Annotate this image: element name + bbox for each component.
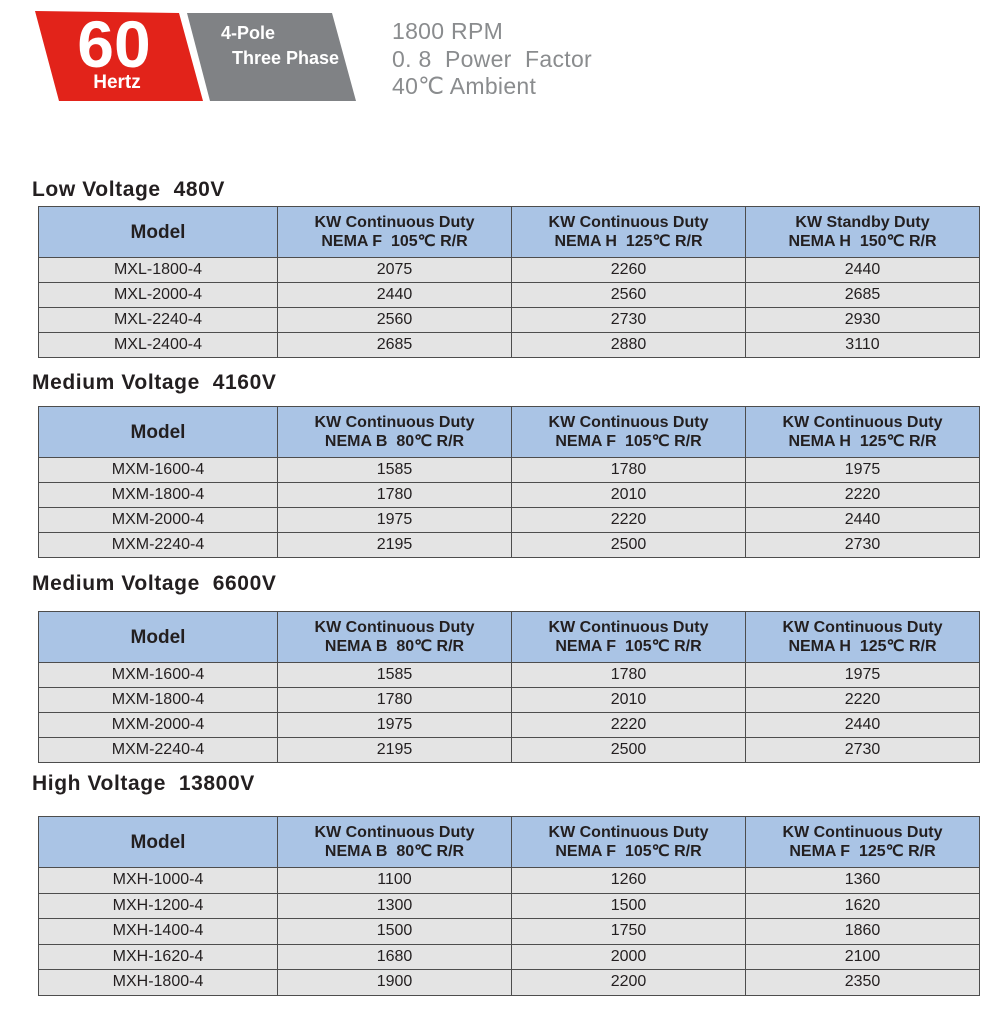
- svg-text:4-Pole: 4-Pole: [221, 23, 275, 43]
- svg-text:Three Phase: Three Phase: [232, 48, 339, 68]
- svg-text:60: 60: [77, 7, 150, 81]
- svg-text:Hertz: Hertz: [93, 72, 141, 93]
